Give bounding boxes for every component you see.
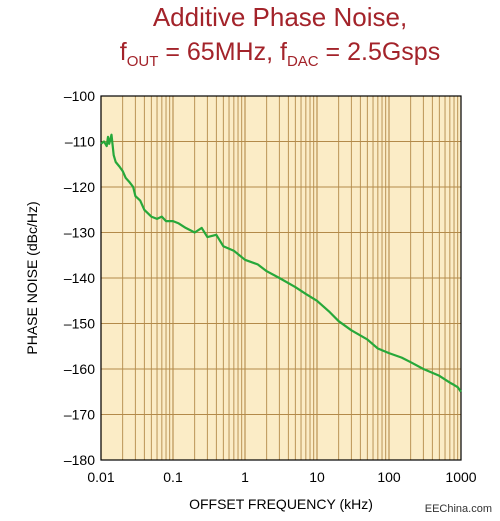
- f-dac-letter: f: [279, 38, 287, 66]
- y-tick-label: –100: [64, 88, 95, 104]
- y-tick-label: –160: [64, 361, 95, 377]
- chart-title-line-2: fOUT = 65MHz, fDAC = 2.5Gsps: [70, 38, 490, 70]
- f-out-subscript: OUT: [126, 53, 159, 70]
- y-tick-label: –180: [64, 452, 95, 468]
- plot-frame: [100, 95, 462, 461]
- f-out-value: = 65MHz,: [158, 38, 280, 66]
- x-tick-label: 100: [377, 469, 401, 485]
- y-tick-label: –150: [64, 316, 95, 332]
- y-tick-label: –130: [64, 225, 95, 241]
- f-out-letter: f: [119, 38, 127, 66]
- f-dac-value: = 2.5Gsps: [318, 38, 441, 66]
- x-tick-label: 1: [241, 469, 249, 485]
- y-tick-label: –120: [64, 179, 95, 195]
- x-axis-label: OFFSET FREQUENCY (kHz): [189, 496, 373, 512]
- f-dac-subscript: DAC: [286, 53, 319, 70]
- y-tick-label: –140: [64, 270, 95, 286]
- y-axis-label: PHASE NOISE (dBc/Hz): [24, 201, 40, 354]
- y-tick-label: –110: [65, 134, 95, 150]
- x-tick-label: 0.1: [163, 469, 183, 485]
- x-tick-label: 0.01: [87, 469, 114, 485]
- y-tick-label: –170: [64, 407, 95, 423]
- x-tick-label: 10: [309, 469, 325, 485]
- series-line: [100, 133, 462, 393]
- x-tick-label: 1000: [445, 469, 476, 485]
- chart-title-line-1: Additive Phase Noise,: [152, 2, 408, 32]
- watermark: EEChina.com: [424, 503, 492, 515]
